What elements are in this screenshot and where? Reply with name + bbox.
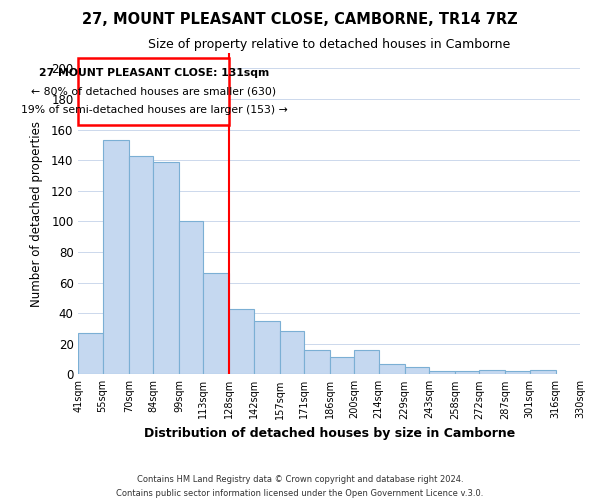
Text: ← 80% of detached houses are smaller (630): ← 80% of detached houses are smaller (63… bbox=[31, 86, 277, 97]
Text: 27 MOUNT PLEASANT CLOSE: 131sqm: 27 MOUNT PLEASANT CLOSE: 131sqm bbox=[39, 68, 269, 78]
Bar bbox=[455, 371, 479, 374]
Bar bbox=[153, 162, 179, 374]
Y-axis label: Number of detached properties: Number of detached properties bbox=[30, 120, 43, 306]
Bar bbox=[330, 358, 355, 374]
Bar bbox=[505, 371, 530, 374]
Bar bbox=[79, 333, 103, 374]
Bar bbox=[103, 140, 129, 374]
X-axis label: Distribution of detached houses by size in Camborne: Distribution of detached houses by size … bbox=[143, 427, 515, 440]
Text: 19% of semi-detached houses are larger (153) →: 19% of semi-detached houses are larger (… bbox=[20, 105, 287, 115]
Bar bbox=[280, 332, 304, 374]
Bar bbox=[203, 274, 229, 374]
Title: Size of property relative to detached houses in Camborne: Size of property relative to detached ho… bbox=[148, 38, 511, 51]
Bar bbox=[254, 321, 280, 374]
Text: Contains HM Land Registry data © Crown copyright and database right 2024.
Contai: Contains HM Land Registry data © Crown c… bbox=[116, 476, 484, 498]
Bar bbox=[429, 371, 455, 374]
Bar bbox=[355, 350, 379, 374]
Bar bbox=[304, 350, 330, 374]
Bar bbox=[79, 58, 229, 125]
Bar bbox=[229, 308, 254, 374]
Bar bbox=[479, 370, 505, 374]
Bar bbox=[379, 364, 404, 374]
Text: 27, MOUNT PLEASANT CLOSE, CAMBORNE, TR14 7RZ: 27, MOUNT PLEASANT CLOSE, CAMBORNE, TR14… bbox=[82, 12, 518, 28]
Bar bbox=[530, 370, 556, 374]
Bar bbox=[179, 222, 203, 374]
Bar bbox=[404, 366, 429, 374]
Bar bbox=[129, 156, 153, 374]
